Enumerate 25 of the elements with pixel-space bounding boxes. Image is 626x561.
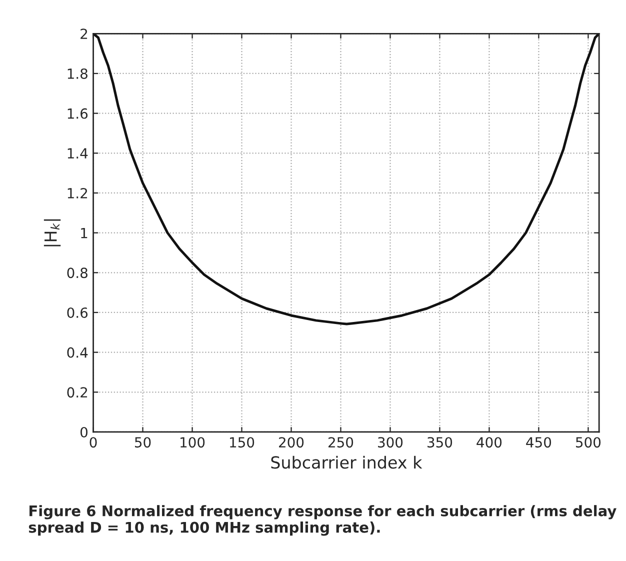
y-tick-label: 0.6 xyxy=(67,307,88,318)
x-tick-label: 200 xyxy=(279,437,304,448)
x-tick-label: 100 xyxy=(180,437,205,448)
y-tick-label: 0.2 xyxy=(67,387,88,398)
y-tick-label: 0.4 xyxy=(67,347,88,358)
x-tick-label: 300 xyxy=(378,437,403,448)
y-tick-label: 0 xyxy=(80,426,88,438)
y-tick-label: 0.8 xyxy=(67,268,88,278)
x-tick-label: 50 xyxy=(135,437,151,448)
x-tick-label: 350 xyxy=(428,437,452,448)
x-tick-label: 400 xyxy=(476,437,502,448)
x-tick-label: 450 xyxy=(526,437,552,448)
x-tick-label: 150 xyxy=(230,437,254,448)
y-tick-label: 1.2 xyxy=(68,188,88,198)
x-tick-label: 0 xyxy=(90,437,97,448)
x-tick-label: 250 xyxy=(328,437,354,448)
y-tick-label: 1.6 xyxy=(68,108,88,119)
x-tick-label: 500 xyxy=(576,437,601,448)
x-axis-title: Subcarrier index k xyxy=(271,456,422,469)
y-tick-label: 1.4 xyxy=(68,148,88,158)
caption: Figure 6 Normalized frequency response for each subcarrier (rms delay spread D = 10 ns, 100 MHz sampling rate). xyxy=(28,505,616,536)
y-tick-label: 2 xyxy=(80,28,88,39)
y-tick-label: 1 xyxy=(81,228,88,238)
y-tick-label: 1.8 xyxy=(68,68,88,79)
y-axis-title: |H$_{k}$| xyxy=(44,219,61,246)
